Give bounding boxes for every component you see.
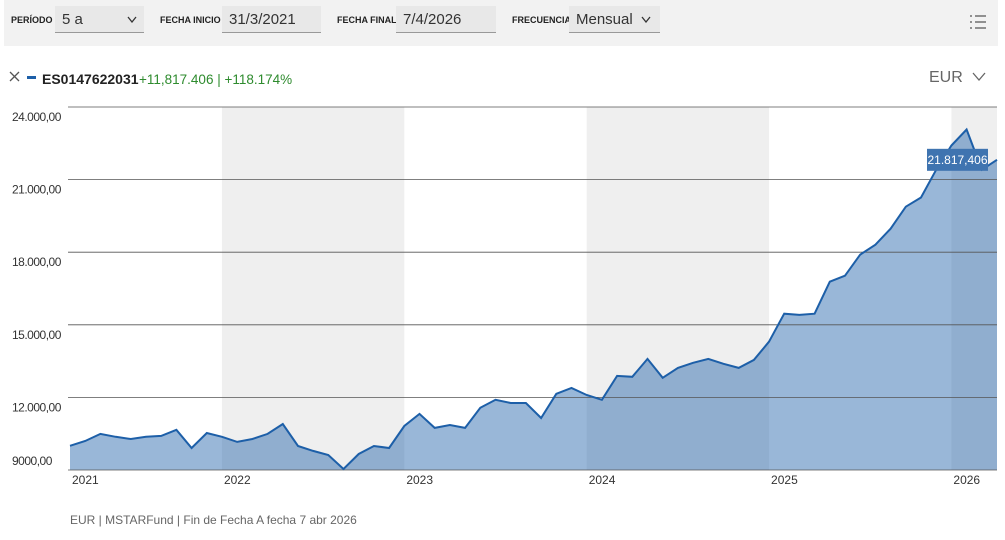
footer: EUR | MSTARFund | Fin de Fecha A fecha 7… [70, 513, 357, 527]
line [69, 127, 998, 471]
y-tick-label: 24.000,00 [12, 110, 62, 124]
menu-icon[interactable] [969, 14, 987, 30]
chart-area: ES0147622031 +11,817.406 | +118.174% EUR… [9, 69, 998, 527]
area [70, 129, 997, 470]
x-tick-label: 2022 [224, 473, 251, 487]
legend-swatch [27, 76, 36, 79]
x-tick-label: 2026 [953, 473, 980, 487]
end-input[interactable]: 7/4/2026 [396, 6, 496, 33]
freq-label: FRECUENCIA [512, 15, 572, 25]
start-input[interactable]: 31/3/2021 [222, 6, 321, 33]
chevron [972, 72, 986, 81]
x-tick-label: 2023 [406, 473, 433, 487]
y-tick-label: 12.000,00 [12, 400, 62, 414]
x-tick-label: 2024 [589, 473, 616, 487]
start-value: 31/3/2021 [229, 11, 296, 28]
y-tick-label: 21.000,00 [12, 183, 62, 197]
x-tick-label: 2021 [72, 473, 99, 487]
period-value: 5 a [62, 11, 83, 28]
close-icon[interactable] [9, 71, 20, 82]
value-label-box [927, 148, 988, 171]
y-tick-label: 18.000,00 [12, 255, 62, 269]
chevron [641, 16, 651, 23]
legend-change: +11,817.406 | +118.174% [139, 72, 292, 87]
y-tick-label: 15.000,00 [12, 328, 62, 342]
end-label: FECHA FINAL [337, 15, 397, 25]
legend-name[interactable]: ES0147622031 [42, 71, 139, 87]
end-value: 7/4/2026 [403, 11, 462, 28]
freq-value: Mensual [576, 11, 633, 28]
toolbar: PERÍODO 5 a FECHA INICIO 31/3/2021 FECHA… [4, 0, 998, 46]
value-label: 21.817,406 [927, 153, 987, 167]
period-select[interactable]: 5 a [55, 6, 144, 33]
year-band [221, 107, 405, 470]
year-band [586, 107, 770, 470]
start-label: FECHA INICIO [160, 15, 221, 25]
y-tick-label: 9000,00 [12, 454, 53, 468]
chevron [127, 16, 137, 23]
freq-select[interactable]: Mensual [569, 6, 660, 33]
x-tick-label: 2025 [771, 473, 798, 487]
currency[interactable]: EUR [929, 69, 963, 86]
period-label: PERÍODO [11, 15, 53, 25]
